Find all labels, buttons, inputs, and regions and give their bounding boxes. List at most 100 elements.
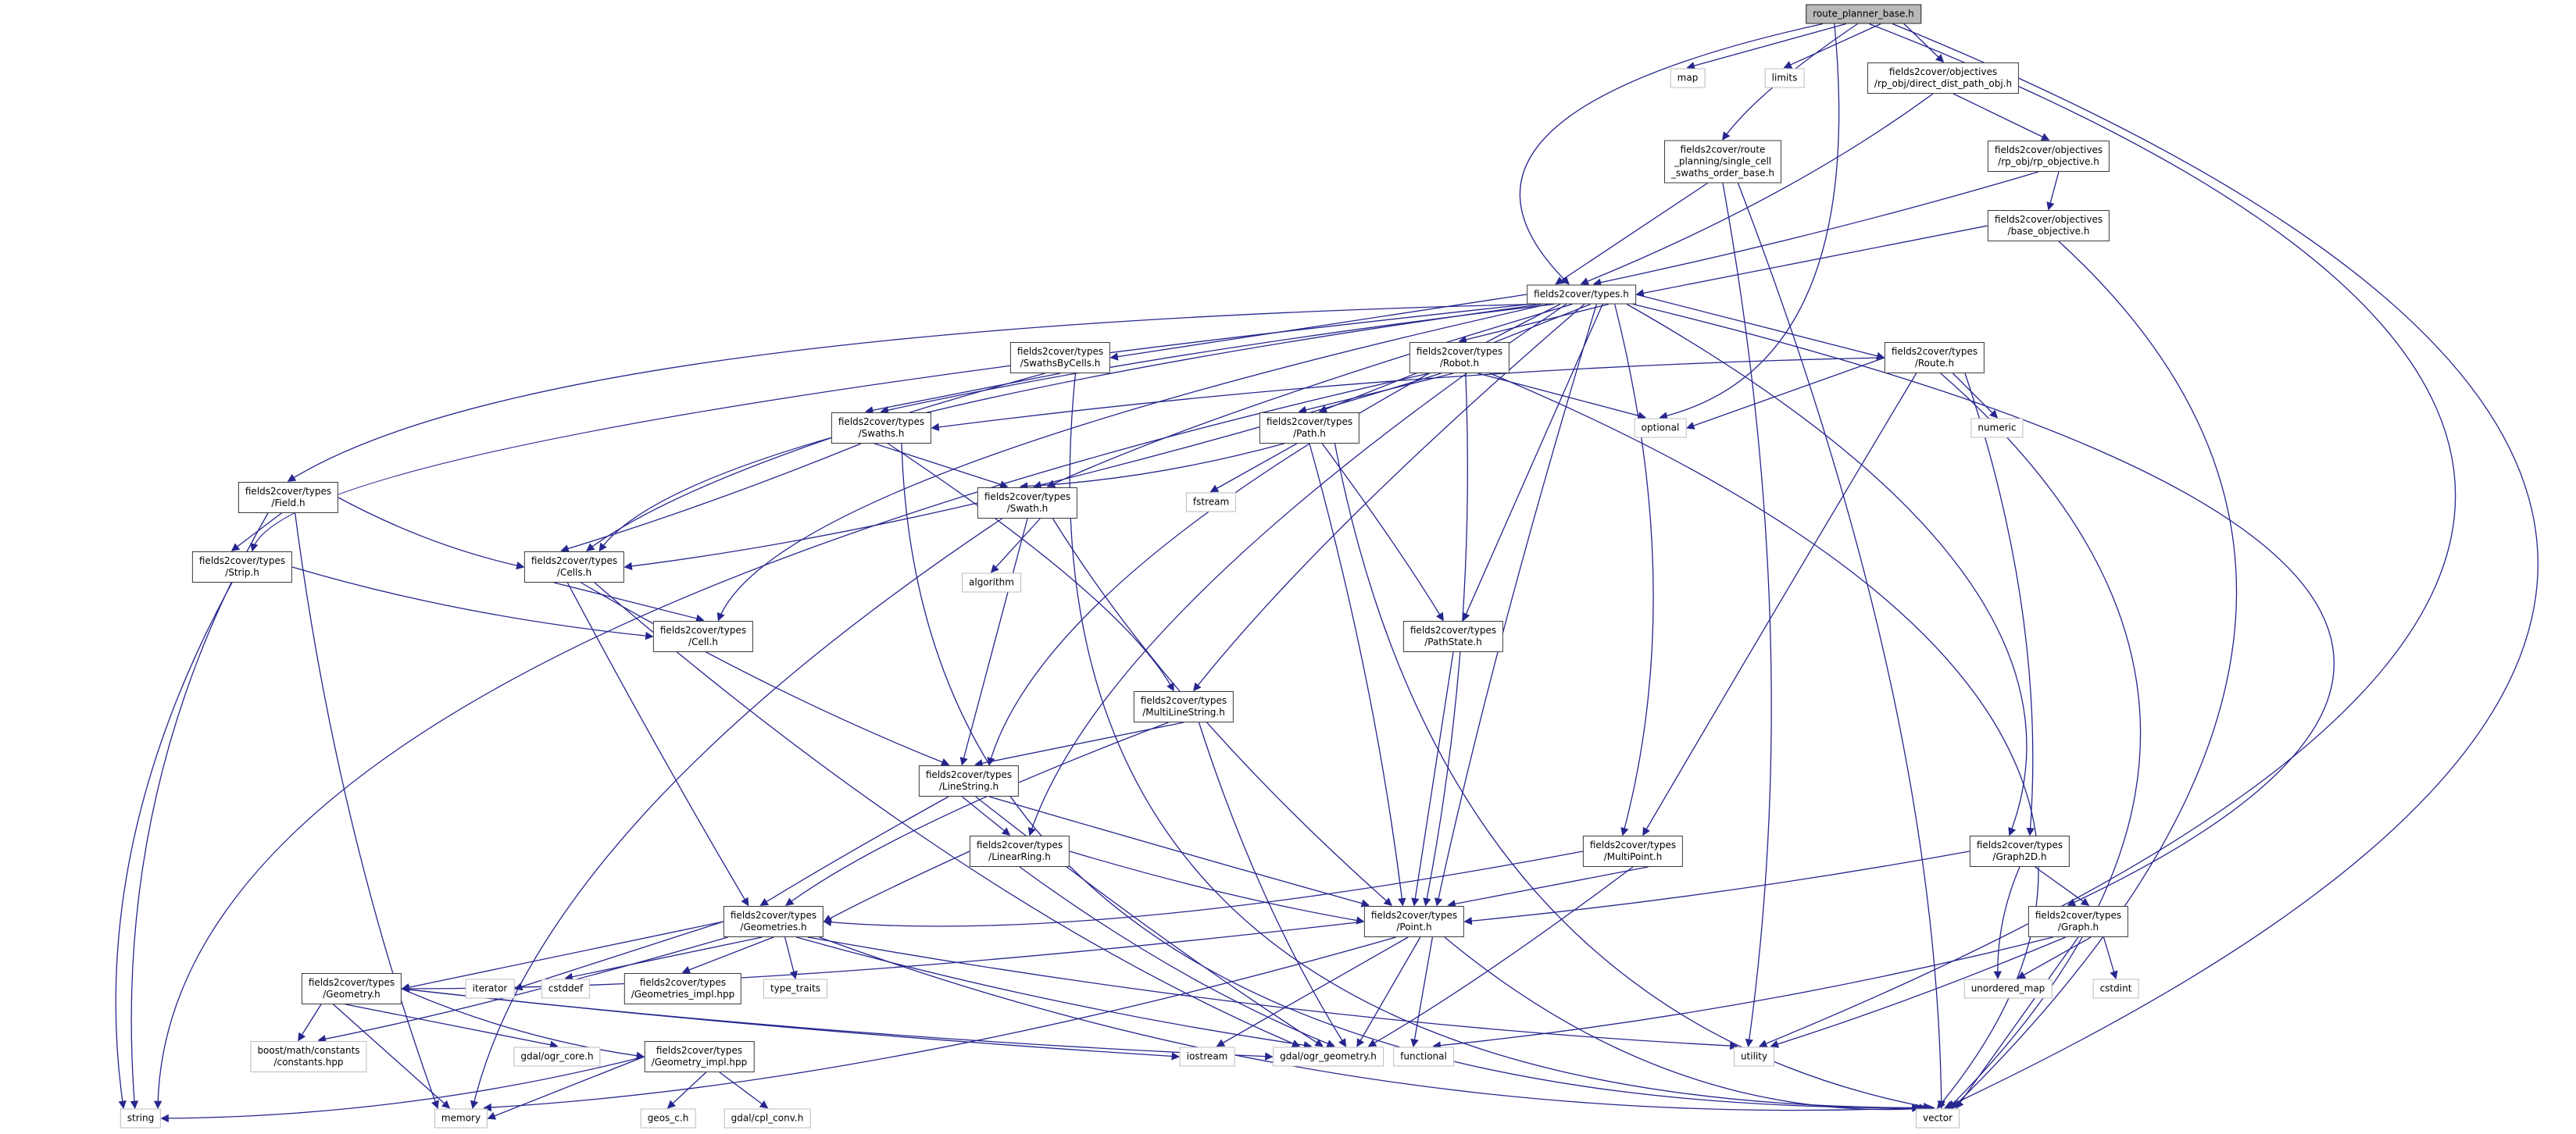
graph-node-limits: limits xyxy=(1764,68,1805,88)
edge-types-linearring xyxy=(1027,303,1567,836)
edge-geometry_impl-memory xyxy=(487,1056,645,1120)
edge-linearring-geometries xyxy=(823,850,970,922)
graph-node-numeric: numeric xyxy=(1970,418,2024,438)
graph-node-graph2d[interactable]: fields2cover/types /Graph2D.h xyxy=(1969,836,2070,867)
graph-node-swaths[interactable]: fields2cover/types /Swaths.h xyxy=(831,412,932,444)
edge-types-point xyxy=(1434,304,1598,907)
graph-node-vector: vector xyxy=(1915,1108,1960,1129)
edge-linearring-ogr_geometry xyxy=(1019,866,1335,1048)
edge-route-optional xyxy=(1686,357,1885,430)
edge-graph-unordered_map xyxy=(2017,936,2092,979)
graph-node-geometry_impl[interactable]: fields2cover/types /Geometry_impl.hpp xyxy=(644,1041,755,1072)
graph-node-graph[interactable]: fields2cover/types /Graph.h xyxy=(2028,906,2129,937)
edge-strip-cell xyxy=(291,566,654,640)
edge-geometry-boost_constants xyxy=(298,1004,322,1042)
edge-multilinestring-geometries xyxy=(784,722,1169,906)
graph-node-fstream: fstream xyxy=(1185,492,1237,512)
graph-node-geometry[interactable]: fields2cover/types /Geometry.h xyxy=(301,973,402,1004)
graph-node-geometries[interactable]: fields2cover/types /Geometries.h xyxy=(723,906,824,937)
edge-robot-vector xyxy=(1489,373,2039,1109)
edge-graph-vector xyxy=(1956,936,2079,1109)
edge-types-graph xyxy=(1632,303,2335,906)
edge-swaths-vector xyxy=(901,443,1924,1112)
edge-field-memory xyxy=(295,512,439,1109)
edge-cells-ogr_geometry xyxy=(594,582,1301,1047)
graph-node-boost_constants: boost/math/constants /constants.hpp xyxy=(250,1041,367,1072)
edge-swathsbycells-swaths xyxy=(864,373,1061,415)
graph-node-swath[interactable]: fields2cover/types /Swath.h xyxy=(977,487,1078,519)
graph-node-cell[interactable]: fields2cover/types /Cell.h xyxy=(652,621,754,652)
edge-single_cell-vector xyxy=(1737,183,1945,1110)
graph-node-cstddef: cstddef xyxy=(541,979,591,999)
graph-node-path[interactable]: fields2cover/types /Path.h xyxy=(1259,412,1360,444)
edge-pathstate-point xyxy=(1411,651,1454,907)
graph-node-type_traits: type_traits xyxy=(763,979,828,999)
graph-node-types[interactable]: fields2cover/types.h xyxy=(1527,284,1636,305)
edge-linearring-point xyxy=(1069,850,1365,925)
edge-point-ogr_geometry xyxy=(1356,936,1421,1047)
graph-node-rp_objective[interactable]: fields2cover/objectives /rp_obj/rp_objec… xyxy=(1987,141,2110,172)
edge-field-string xyxy=(130,512,269,1110)
graph-node-strip[interactable]: fields2cover/types /Strip.h xyxy=(191,551,293,583)
edge-path-fstream xyxy=(1209,443,1298,493)
graph-node-pathstate[interactable]: fields2cover/types /PathState.h xyxy=(1402,621,1504,652)
graph-node-geometries_impl[interactable]: fields2cover/types /Geometries_impl.hpp xyxy=(623,973,742,1004)
edge-swaths-multilinestring xyxy=(888,443,1174,692)
edge-linestring-ogr_geometry xyxy=(975,796,1324,1047)
graph-node-ogr_geometry: gdal/ogr_geometry.h xyxy=(1273,1047,1384,1067)
edge-robot-path xyxy=(1298,373,1454,414)
graph-node-base_objective[interactable]: fields2cover/objectives /base_objective.… xyxy=(1987,210,2110,241)
edge-geometries-geometries_impl xyxy=(681,936,774,974)
graph-node-point[interactable]: fields2cover/types /Point.h xyxy=(1363,906,1465,937)
edge-swathsbycells-vector xyxy=(1069,373,1928,1112)
graph-node-swathsbycells[interactable]: fields2cover/types /SwathsByCells.h xyxy=(1009,342,1111,373)
edge-swaths-swath xyxy=(874,443,1009,489)
graph-node-cells[interactable]: fields2cover/types /Cells.h xyxy=(523,551,625,583)
graph-node-linestring[interactable]: fields2cover/types /LineString.h xyxy=(918,765,1020,797)
edge-root-direct_dist xyxy=(1903,23,1945,63)
edge-geometries-type_traits xyxy=(784,936,798,980)
edge-cells-linestring xyxy=(581,582,950,766)
edge-types-field xyxy=(287,303,1536,482)
edge-multipoint-point xyxy=(1447,866,1649,908)
graph-node-cstdint: cstdint xyxy=(2092,979,2139,999)
graph-node-single_cell[interactable]: fields2cover/route _planning/single_cell… xyxy=(1663,140,1782,184)
edge-swath-algorithm xyxy=(990,518,1041,573)
edge-types-strip xyxy=(250,303,1531,552)
edge-single_cell-utility xyxy=(1722,183,1772,1048)
edge-linestring-linearring xyxy=(961,796,1011,836)
graph-node-route[interactable]: fields2cover/types /Route.h xyxy=(1884,342,1985,373)
edge-geometries-vector xyxy=(819,936,1920,1113)
edge-geometry_impl-string xyxy=(160,1056,645,1123)
edge-linestring-point xyxy=(988,796,1370,908)
edge-graph-functional xyxy=(1432,936,2053,1050)
edge-cells-geometries xyxy=(566,582,749,907)
edge-direct_dist-types xyxy=(1580,93,1934,285)
edge-types-graph2d xyxy=(1626,303,2028,836)
graph-node-linearring[interactable]: fields2cover/types /LinearRing.h xyxy=(969,836,1070,867)
edge-single_cell-types xyxy=(1555,182,1708,285)
edge-swath-memory xyxy=(470,518,1002,1110)
edge-swath-linestring xyxy=(959,518,1028,766)
graph-node-multipoint[interactable]: fields2cover/types /MultiPoint.h xyxy=(1582,836,1684,867)
edge-field-strip xyxy=(230,512,282,551)
edge-types-linestring xyxy=(987,303,1561,766)
edge-swathsbycells-cells xyxy=(586,373,1045,551)
edge-point-vector xyxy=(1444,936,1935,1113)
graph-node-cpl_conv: gdal/cpl_conv.h xyxy=(723,1108,811,1129)
graph-node-direct_dist[interactable]: fields2cover/objectives /rp_obj/direct_d… xyxy=(1867,62,2020,94)
graph-node-multilinestring[interactable]: fields2cover/types /MultiLineString.h xyxy=(1133,691,1234,722)
graph-node-string: string xyxy=(120,1108,162,1129)
graph-node-field[interactable]: fields2cover/types /Field.h xyxy=(238,482,339,513)
edge-graph2d-graph xyxy=(2035,866,2090,906)
graph-node-robot[interactable]: fields2cover/types /Robot.h xyxy=(1409,342,1510,373)
edge-geometries-utility xyxy=(807,936,1738,1050)
edge-types-multipoint xyxy=(1614,304,1654,836)
edge-multipoint-geometries xyxy=(823,850,1584,927)
edge-root-limits xyxy=(1783,23,1881,69)
edge-multipoint-ogr_geometry xyxy=(1367,866,1634,1047)
edge-path-pathstate xyxy=(1321,443,1444,622)
edge-types-multilinestring xyxy=(1193,304,1585,692)
edge-route-swaths xyxy=(931,357,1885,432)
